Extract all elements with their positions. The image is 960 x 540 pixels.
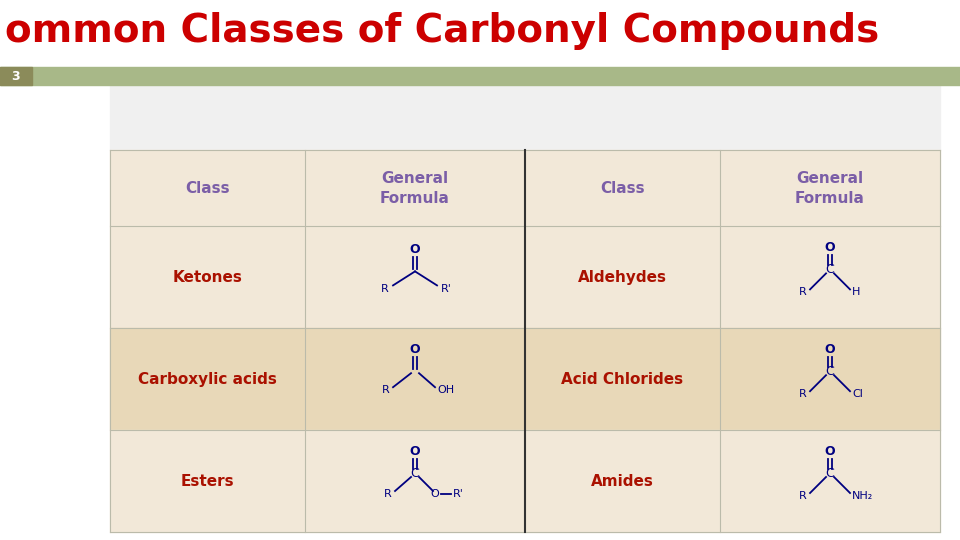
Text: C: C [826, 364, 834, 377]
Bar [110, 226, 940, 328]
Text: O: O [410, 243, 420, 256]
Text: R: R [800, 287, 807, 298]
Text: C: C [826, 467, 834, 480]
Text: O: O [825, 241, 835, 254]
Text: OH: OH [437, 385, 454, 395]
Text: O: O [410, 444, 420, 457]
Text: C: C [826, 263, 834, 276]
Bar [110, 430, 940, 532]
Bar [110, 328, 940, 430]
Text: O: O [825, 343, 835, 356]
Bar [110, 85, 940, 150]
Text: C: C [411, 467, 420, 480]
Text: R': R' [453, 489, 464, 499]
Text: R: R [384, 489, 392, 499]
Bar [110, 150, 940, 226]
Text: General
Formula: General Formula [795, 171, 865, 206]
Text: ommon Classes of Carbonyl Compounds: ommon Classes of Carbonyl Compounds [5, 12, 879, 50]
Text: R: R [382, 385, 390, 395]
Text: R: R [800, 389, 807, 399]
Text: H: H [852, 287, 860, 298]
Text: R: R [381, 285, 389, 294]
Text: R: R [800, 491, 807, 501]
Text: O: O [431, 489, 440, 499]
Text: Ketones: Ketones [173, 270, 243, 285]
Text: Cl: Cl [852, 389, 863, 399]
Text: R': R' [441, 285, 452, 294]
Text: NH₂: NH₂ [852, 491, 874, 501]
Text: Acid Chlorides: Acid Chlorides [562, 372, 684, 387]
Text: O: O [825, 444, 835, 457]
Text: Amides: Amides [591, 474, 654, 489]
Text: O: O [410, 343, 420, 356]
Bar [0, 67, 32, 85]
Bar [0, 67, 960, 85]
Text: 3: 3 [12, 70, 20, 83]
Text: Carboxylic acids: Carboxylic acids [138, 372, 277, 387]
Text: General
Formula: General Formula [380, 171, 450, 206]
Text: Class: Class [185, 181, 229, 195]
Text: Aldehydes: Aldehydes [578, 270, 667, 285]
Text: Esters: Esters [180, 474, 234, 489]
Text: Class: Class [600, 181, 645, 195]
